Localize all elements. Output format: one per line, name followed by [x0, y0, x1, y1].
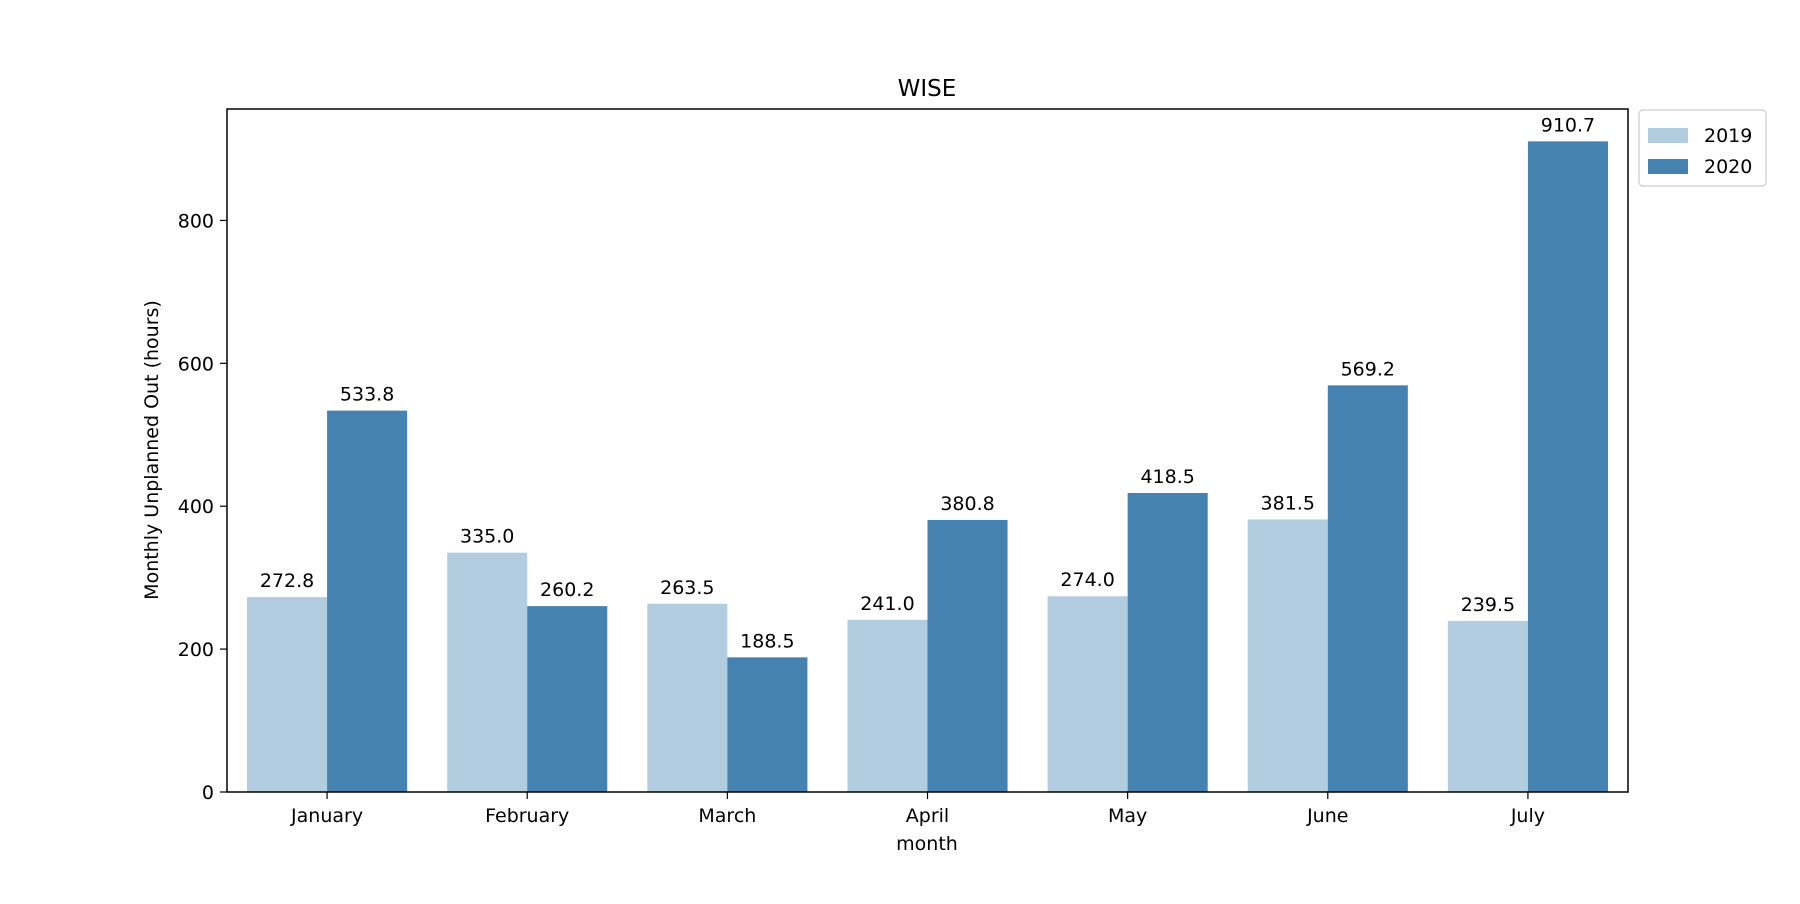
- y-axis-label: Monthly Unplanned Out (hours): [141, 300, 163, 600]
- data-label-2019-march: 263.5: [660, 577, 714, 599]
- bar-2020-february: [527, 606, 608, 792]
- bars-layer: [247, 141, 1608, 793]
- y-tick-label-200: 200: [178, 639, 214, 661]
- data-label-2020-july: 910.7: [1541, 114, 1595, 136]
- bar-2019-may: [1047, 596, 1128, 792]
- legend-label-2020: 2020: [1704, 156, 1752, 178]
- data-label-2020-may: 418.5: [1140, 466, 1194, 488]
- plot-frame: [226, 108, 1629, 793]
- x-tick-label-june: June: [1306, 805, 1348, 827]
- data-label-2019-february: 335.0: [460, 526, 514, 548]
- data-label-2019-january: 272.8: [260, 570, 314, 592]
- y-tick-label-800: 800: [178, 210, 214, 232]
- bar-2020-june: [1327, 385, 1408, 792]
- y-axis: 0 200 400 600 800: [178, 210, 227, 804]
- y-tick-label-400: 400: [178, 496, 214, 518]
- data-label-2020-april: 380.8: [940, 493, 994, 515]
- data-labels-layer: 272.8 533.8 335.0 260.2 263.5 188.5 241.0 380.8…: [260, 114, 1595, 652]
- bar-2020-july: [1527, 141, 1608, 793]
- data-label-2019-june: 381.5: [1261, 492, 1315, 514]
- bar-2019-april: [847, 619, 928, 792]
- data-label-2019-april: 241.0: [860, 593, 914, 615]
- y-tick-label-0: 0: [202, 782, 214, 804]
- chart-title: WISE: [898, 76, 957, 102]
- bar-2020-january: [327, 410, 408, 792]
- data-label-2020-january: 533.8: [340, 384, 394, 406]
- x-tick-label-april: April: [906, 805, 949, 827]
- x-tick-label-march: March: [698, 805, 756, 827]
- legend-label-2019: 2019: [1704, 125, 1752, 147]
- x-tick-label-may: May: [1108, 805, 1147, 827]
- bar-2020-may: [1127, 493, 1208, 792]
- data-label-2020-june: 569.2: [1341, 358, 1395, 380]
- data-label-2019-may: 274.0: [1060, 569, 1114, 591]
- bar-2020-march: [727, 657, 808, 792]
- legend: 2019 2020: [1638, 109, 1767, 187]
- x-axis: January February March April May June July: [290, 792, 1545, 827]
- x-tick-label-january: January: [290, 805, 363, 827]
- x-axis-label: month: [896, 833, 958, 855]
- bar-2019-january: [247, 597, 328, 792]
- data-label-2020-march: 188.5: [740, 630, 794, 652]
- bar-2019-june: [1247, 519, 1328, 792]
- x-tick-label-february: February: [485, 805, 569, 827]
- y-tick-label-600: 600: [178, 353, 214, 375]
- bar-2019-july: [1447, 620, 1528, 792]
- legend-swatch-2019: [1648, 128, 1688, 143]
- legend-swatch-2020: [1648, 159, 1688, 174]
- bar-2019-february: [447, 552, 528, 792]
- bar-2019-march: [647, 603, 728, 792]
- x-tick-label-july: July: [1510, 805, 1545, 827]
- data-label-2020-february: 260.2: [540, 579, 594, 601]
- bar-2020-april: [927, 519, 1008, 792]
- data-label-2019-july: 239.5: [1461, 594, 1515, 616]
